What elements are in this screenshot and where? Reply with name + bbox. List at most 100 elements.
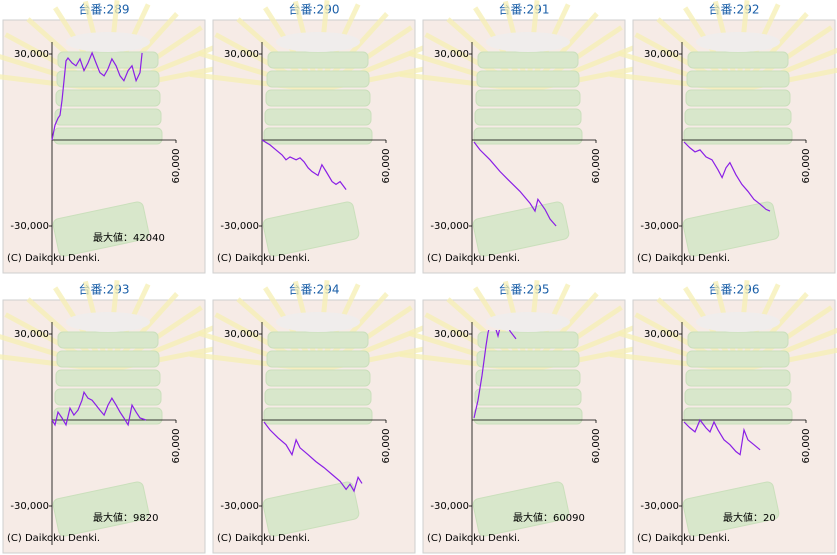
balls	[486, 32, 570, 52]
tray	[267, 51, 369, 69]
tray	[686, 350, 790, 368]
tray	[687, 51, 789, 69]
tray	[473, 407, 583, 425]
max-label: 最大値：9820	[93, 511, 158, 524]
bottom-tray	[52, 481, 150, 537]
tray	[55, 369, 161, 387]
x-tick-label: 60,000	[801, 149, 812, 184]
tray	[473, 127, 583, 145]
tray	[55, 89, 161, 107]
x-tick-label: 60,000	[171, 149, 182, 184]
tray	[686, 70, 790, 88]
copyright: (C) Daikoku Denki.	[637, 533, 730, 544]
bottom-tray	[52, 201, 150, 257]
bottom-tray	[682, 201, 780, 257]
tray	[263, 407, 373, 425]
x-tick-label: 60,000	[591, 429, 602, 464]
copyright: (C) Daikoku Denki.	[7, 533, 100, 544]
x-tick-label: 60,000	[171, 429, 182, 464]
tray	[54, 388, 162, 406]
tray	[685, 369, 791, 387]
tray	[265, 369, 371, 387]
tray	[264, 108, 372, 126]
copyright: (C) Daikoku Denki.	[7, 253, 100, 264]
y-tick-label: 30,000	[434, 329, 469, 340]
max-label: 最大値：20	[723, 511, 776, 524]
copyright: (C) Daikoku Denki.	[427, 253, 520, 264]
copyright: (C) Daikoku Denki.	[427, 533, 520, 544]
data-line	[51, 390, 147, 427]
tray	[474, 108, 582, 126]
balls	[276, 312, 360, 332]
y-tick-label: -30,000	[640, 501, 679, 512]
copyright: (C) Daikoku Denki.	[637, 253, 730, 264]
bottom-tray	[472, 201, 570, 257]
y-tick-label: -30,000	[220, 221, 259, 232]
y-tick-label: 30,000	[224, 329, 259, 340]
x-tick-label: 60,000	[801, 429, 812, 464]
tray	[57, 51, 159, 69]
data-line	[683, 418, 761, 456]
x-tick-label: 60,000	[381, 429, 392, 464]
tray	[477, 51, 579, 69]
tray	[57, 331, 159, 349]
background-art	[609, 0, 837, 257]
data-line	[51, 51, 143, 141]
tray	[474, 388, 582, 406]
balls	[486, 312, 570, 332]
tray	[684, 108, 792, 126]
background-art	[189, 0, 444, 257]
background-art	[399, 0, 654, 257]
copyright: (C) Daikoku Denki.	[217, 253, 310, 264]
tray	[267, 331, 369, 349]
balls	[276, 32, 360, 52]
tray	[266, 350, 370, 368]
data-line	[473, 141, 557, 227]
tray	[687, 331, 789, 349]
copyright: (C) Daikoku Denki.	[217, 533, 310, 544]
data-line	[473, 330, 517, 419]
background-art	[399, 279, 654, 537]
balls	[66, 32, 150, 52]
tray	[684, 388, 792, 406]
tray	[54, 108, 162, 126]
y-tick-label: -30,000	[430, 221, 469, 232]
data-line	[263, 421, 363, 493]
background-art	[0, 279, 234, 537]
tray	[475, 369, 581, 387]
tray	[476, 70, 580, 88]
background-art	[189, 279, 444, 537]
tray	[475, 89, 581, 107]
max-label: 最大値：42040	[93, 231, 165, 244]
balls	[696, 32, 780, 52]
balls	[696, 312, 780, 332]
bottom-tray	[262, 481, 360, 537]
y-tick-label: 30,000	[644, 49, 679, 60]
tray	[265, 89, 371, 107]
bottom-tray	[472, 481, 570, 537]
y-tick-label: 30,000	[224, 49, 259, 60]
tray	[477, 331, 579, 349]
tray	[263, 127, 373, 145]
tray	[266, 70, 370, 88]
balls	[66, 312, 150, 332]
tray	[685, 89, 791, 107]
tray	[683, 407, 793, 425]
y-tick-label: -30,000	[10, 221, 49, 232]
tray	[56, 350, 160, 368]
y-tick-label: -30,000	[640, 221, 679, 232]
y-tick-label: -30,000	[10, 501, 49, 512]
tray	[53, 407, 163, 425]
tray	[264, 388, 372, 406]
y-tick-label: 30,000	[644, 329, 679, 340]
y-tick-label: -30,000	[430, 501, 469, 512]
tray	[683, 127, 793, 145]
